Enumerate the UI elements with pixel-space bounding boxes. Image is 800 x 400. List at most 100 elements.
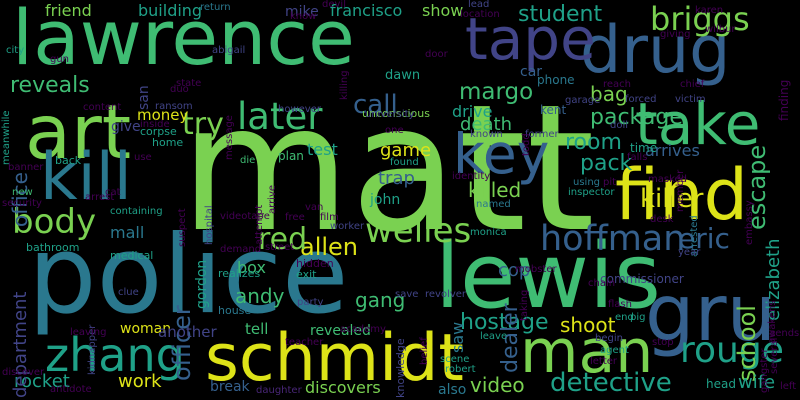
word-devil: devil (322, 0, 346, 10)
word-mall: mall (110, 223, 145, 242)
word-academy: academy (340, 324, 386, 335)
word-end: end (615, 312, 634, 323)
word-exit: exit (296, 268, 317, 281)
word-kent: kent (540, 103, 567, 117)
word-agent: agent (600, 345, 629, 356)
word-sends: sends (770, 328, 800, 339)
word-save: save (395, 289, 419, 300)
word-lawrence: lawrence (12, 0, 355, 82)
word-free: free (285, 212, 305, 223)
word-belief: belief (419, 337, 430, 365)
word-time: time (630, 141, 658, 155)
word-lead: lead (468, 0, 490, 10)
word-cat: cat (105, 187, 121, 198)
word-street: street (265, 242, 295, 253)
word-year: year (678, 247, 701, 258)
word-rocket: rocket (14, 371, 70, 392)
word-arrives: arrives (645, 141, 700, 160)
word-giving: giving (660, 29, 691, 40)
word-death: death (460, 114, 512, 135)
word-bathroom: bathroom (26, 241, 80, 254)
word-killer: killer (640, 184, 704, 214)
word-zhang: zhang (45, 328, 185, 382)
word-hidden: hidden (296, 257, 334, 270)
word-banner: banner (8, 162, 44, 173)
word-killing: killing (339, 70, 350, 100)
word-use: use (134, 152, 152, 163)
word-pig: pig (630, 312, 646, 323)
word-todd: todd (521, 133, 532, 156)
word-known: known (470, 129, 503, 140)
word-margo: margo (459, 79, 534, 105)
word-mike: mike (285, 4, 319, 20)
word-corpse: corpse (140, 125, 177, 138)
word-eric: eric (678, 222, 730, 255)
word-former: former (525, 129, 559, 140)
word-video: video (470, 373, 525, 397)
word-containing: containing (110, 206, 163, 217)
word-worker: worker (330, 221, 365, 232)
word-commissioner: commissioner (600, 272, 684, 286)
word-videotape: videotape (220, 211, 270, 222)
word-tape: tape (465, 5, 596, 73)
word-hoffman: hoffman (540, 219, 686, 259)
word-another: another (158, 323, 217, 341)
word-however: however (278, 104, 321, 115)
word-test: test (307, 140, 338, 159)
word-rouge: rouge (680, 330, 784, 371)
word-taking: taking (519, 289, 530, 321)
word-monica: monica (470, 227, 507, 238)
word-head: head (706, 377, 736, 391)
word-revealed: revealed (310, 323, 371, 339)
word-party: party (297, 297, 324, 308)
word-teacher: teacher (285, 337, 324, 348)
word-die: die (240, 155, 256, 166)
word-money: money (137, 106, 189, 124)
word-forced: forced (625, 94, 657, 105)
word-scene: scene (440, 354, 470, 365)
word-named: named (476, 199, 511, 210)
word-gang: gang (355, 288, 406, 312)
word-shoot: shoot (560, 313, 616, 337)
word-man: man (520, 317, 654, 387)
word-gru: gru (645, 269, 777, 359)
word-also: also (438, 382, 467, 398)
word-give: give (111, 119, 141, 135)
word-knowledge: knowledge (394, 338, 407, 398)
word-red: red (258, 222, 308, 257)
word-van: van (305, 202, 324, 213)
word-andy: andy (235, 284, 285, 308)
word-flash: flash (608, 299, 632, 310)
word-clue: clue (118, 287, 139, 298)
word-message: message (224, 115, 235, 160)
word-film: film (320, 212, 339, 223)
word-meanwhile: meanwhile (1, 110, 12, 165)
word-doll: doll (610, 120, 629, 131)
word-cop: cop (498, 260, 531, 281)
word-car: car (520, 64, 543, 80)
word-abigail: abigail (212, 45, 246, 56)
word-schmidt: schmidt (205, 321, 464, 396)
word-masked: masked (648, 174, 688, 185)
word-art: art (25, 88, 132, 176)
word-student: student (518, 2, 603, 27)
word-lewis: lewis (435, 224, 661, 329)
word-begin: begin (595, 333, 623, 344)
word-discover: discover (2, 367, 45, 378)
word-realizes: realizes (218, 267, 261, 280)
word-try: try (182, 107, 224, 142)
word-discovers: discovers (305, 378, 381, 397)
word-allen: allen (300, 233, 359, 261)
word-house: house (218, 304, 252, 317)
word-suspect: suspect (177, 208, 188, 247)
word-location: location (460, 9, 500, 20)
word-mobster: mobster (515, 264, 557, 275)
word-university: university (365, 109, 415, 120)
word-john: john (370, 192, 401, 208)
word-home: home (152, 136, 184, 149)
word-woman: woman (120, 321, 172, 337)
word-school: school (733, 305, 761, 382)
word-detective: detective (550, 368, 672, 398)
word-identity: identity (452, 171, 491, 182)
